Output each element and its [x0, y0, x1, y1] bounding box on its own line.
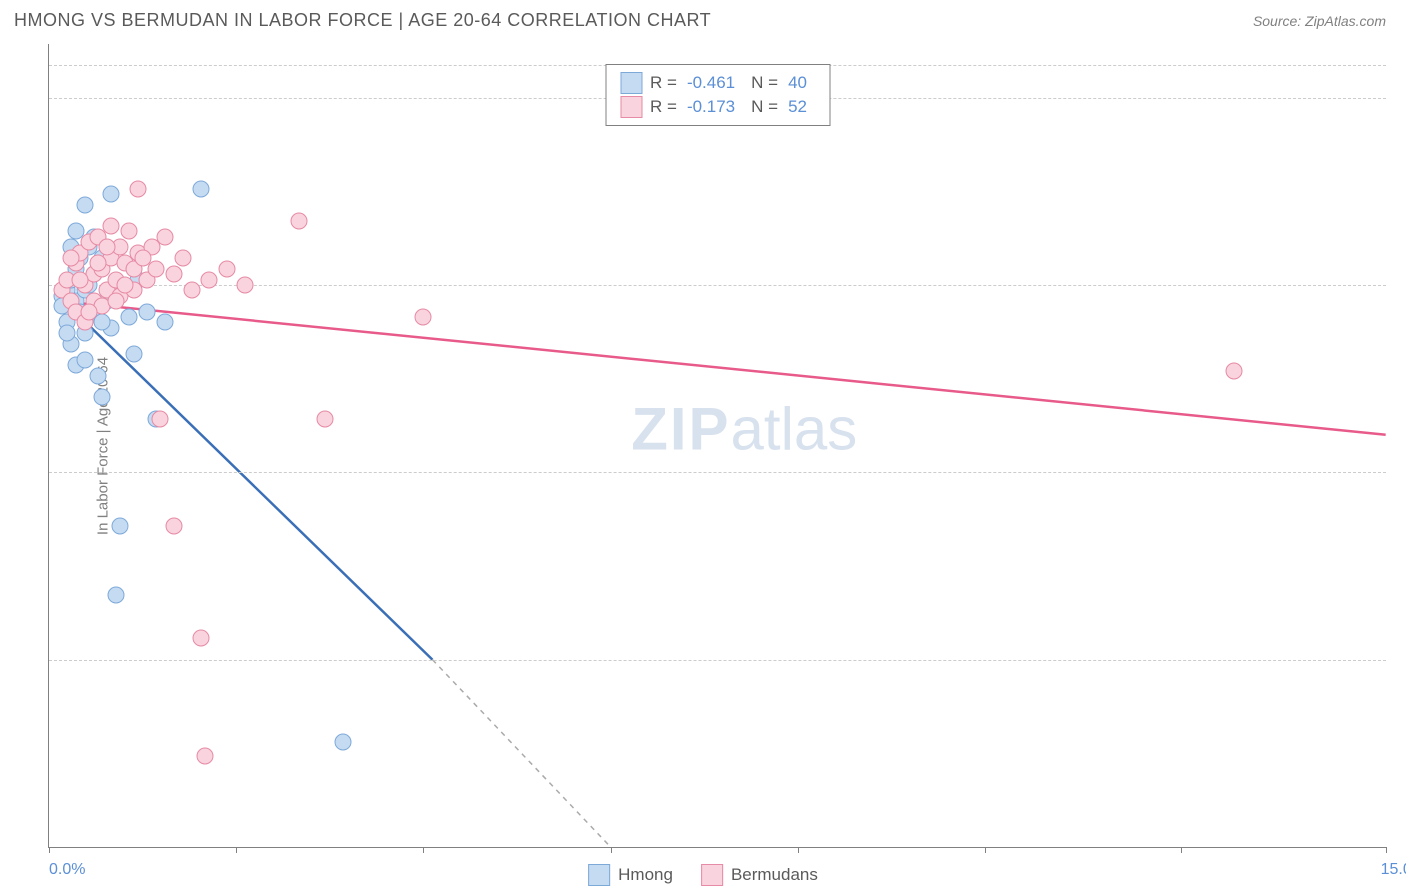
trend-lines: [49, 44, 1386, 847]
data-point: [76, 351, 93, 368]
data-point: [174, 250, 191, 267]
trend-line-extrapolated: [432, 660, 610, 847]
data-point: [415, 309, 432, 326]
n-value: 52: [788, 97, 807, 117]
data-point: [94, 389, 111, 406]
source-attribution: Source: ZipAtlas.com: [1253, 13, 1386, 29]
series-legend: Hmong Bermudans: [588, 864, 818, 886]
gridline: [49, 472, 1386, 473]
data-point: [183, 282, 200, 299]
data-point: [90, 367, 107, 384]
data-point: [125, 346, 142, 363]
correlation-row: R = -0.173 N = 52: [620, 95, 815, 119]
data-point: [139, 303, 156, 320]
data-point: [165, 517, 182, 534]
r-value: -0.173: [687, 97, 735, 117]
data-point: [192, 180, 209, 197]
data-point: [107, 587, 124, 604]
legend-swatch: [620, 72, 642, 94]
data-point: [103, 218, 120, 235]
legend-swatch: [620, 96, 642, 118]
y-tick-label: 65.0%: [1398, 463, 1406, 481]
data-point: [103, 185, 120, 202]
data-point: [58, 325, 75, 342]
data-point: [121, 309, 138, 326]
data-point: [219, 260, 236, 277]
r-value: -0.461: [687, 73, 735, 93]
y-tick-label: 47.5%: [1398, 651, 1406, 669]
n-label: N =: [751, 73, 778, 93]
data-point: [156, 314, 173, 331]
data-point: [134, 250, 151, 267]
r-label: R =: [650, 97, 677, 117]
n-value: 40: [788, 73, 807, 93]
x-tick-mark: [985, 847, 986, 853]
x-tick-mark: [236, 847, 237, 853]
x-tick-mark: [423, 847, 424, 853]
data-point: [63, 250, 80, 267]
x-tick-mark: [49, 847, 50, 853]
data-point: [116, 276, 133, 293]
x-tick-mark: [1386, 847, 1387, 853]
x-tick-mark: [798, 847, 799, 853]
x-tick-label: 0.0%: [49, 861, 85, 879]
data-point: [290, 212, 307, 229]
correlation-legend: R = -0.461 N = 40 R = -0.173 N = 52: [605, 64, 830, 126]
scatter-chart: ZIPatlas 47.5%65.0%82.5%100.0%0.0%15.0%R…: [48, 44, 1386, 848]
x-tick-mark: [611, 847, 612, 853]
r-label: R =: [650, 73, 677, 93]
data-point: [152, 410, 169, 427]
data-point: [121, 223, 138, 240]
data-point: [98, 239, 115, 256]
legend-item: Hmong: [588, 864, 673, 886]
correlation-row: R = -0.461 N = 40: [620, 71, 815, 95]
data-point: [317, 410, 334, 427]
trend-line: [58, 301, 1385, 435]
data-point: [335, 734, 352, 751]
data-point: [156, 228, 173, 245]
y-tick-label: 82.5%: [1398, 276, 1406, 294]
data-point: [76, 196, 93, 213]
data-point: [147, 260, 164, 277]
trend-line: [58, 296, 432, 660]
legend-item: Bermudans: [701, 864, 818, 886]
x-tick-label: 15.0%: [1381, 861, 1406, 879]
gridline: [49, 660, 1386, 661]
x-tick-mark: [1181, 847, 1182, 853]
y-tick-label: 100.0%: [1398, 89, 1406, 107]
chart-title: HMONG VS BERMUDAN IN LABOR FORCE | AGE 2…: [14, 10, 711, 31]
data-point: [237, 276, 254, 293]
n-label: N =: [751, 97, 778, 117]
header: HMONG VS BERMUDAN IN LABOR FORCE | AGE 2…: [0, 0, 1406, 39]
legend-swatch: [701, 864, 723, 886]
legend-label: Bermudans: [731, 865, 818, 885]
data-point: [94, 314, 111, 331]
data-point: [130, 180, 147, 197]
data-point: [90, 255, 107, 272]
data-point: [81, 303, 98, 320]
legend-swatch: [588, 864, 610, 886]
data-point: [112, 517, 129, 534]
data-point: [196, 747, 213, 764]
legend-label: Hmong: [618, 865, 673, 885]
data-point: [107, 292, 124, 309]
data-point: [165, 266, 182, 283]
data-point: [192, 630, 209, 647]
data-point: [201, 271, 218, 288]
data-point: [72, 271, 89, 288]
data-point: [1226, 362, 1243, 379]
